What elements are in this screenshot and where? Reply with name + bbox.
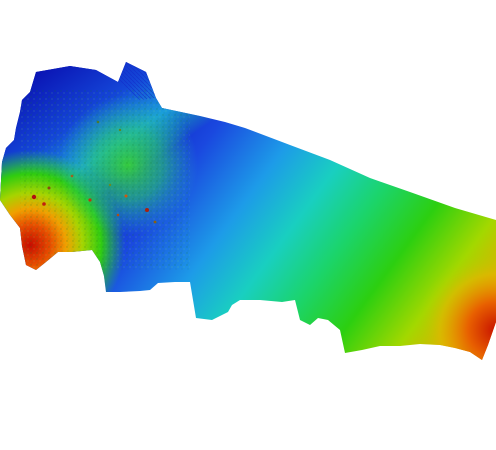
survey-area	[0, 62, 496, 360]
seabed-texture	[20, 90, 190, 270]
southeast-shoal-layer	[380, 230, 496, 360]
rock-features	[31, 120, 157, 224]
sonar-fan-artifact	[118, 62, 156, 100]
